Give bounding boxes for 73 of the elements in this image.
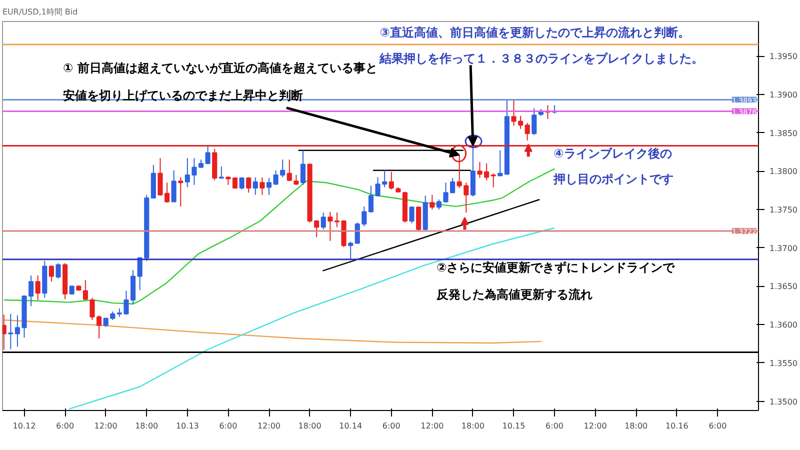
candlestick [82,280,88,301]
y-tick-label: 1.3900 [770,90,798,100]
y-tick-label: 1.3650 [770,282,798,292]
annotation: 結果押しを作って１．３８３のラインをブレイクしました。 [378,51,704,66]
annotation: ① 前日高値は超えていないが直近の高値を超えている事と [62,61,378,76]
x-tick-label: 10.16 [665,422,688,430]
x-tick-label: 18:00 [624,422,648,430]
candlestick [8,313,14,350]
x-tick-label: 18:00 [135,422,158,430]
candlestick [314,220,320,238]
candlestick [273,170,278,186]
candlestick [490,172,496,188]
candlestick [388,171,394,190]
candlestick [14,314,20,348]
x-tick-label: 6:00 [56,422,74,430]
y-tick-label: 1.3600 [770,320,798,330]
candlestick [218,166,224,180]
candlestick [498,150,503,176]
x-tick-label: 12:00 [94,422,118,430]
candlestick [300,150,306,186]
candlestick [368,185,374,214]
candlestick [35,274,40,301]
annotation: ②さらに安値更新できずにトレンドラインで [436,260,676,274]
candlestick [103,317,108,328]
candlestick [320,212,326,230]
candlestick [348,241,354,260]
annotation: 安値を切り上げているのでまだ上昇中と判断 [62,88,303,102]
x-tick-label: 6:00 [219,422,238,430]
candlestick [362,206,367,227]
y-tick-label: 1.3500 [770,397,798,406]
candlestick [409,206,414,224]
x-tick-label: 12:00 [420,422,444,430]
candlestick [239,176,244,190]
candlestick [246,176,252,194]
x-tick-label: 6:00 [382,422,400,430]
annotation: 押し目のポイントです [552,172,674,186]
y-tick-label: 1.3550 [770,358,798,368]
candlestick [286,159,292,182]
annotation: 反発した為高値更新する流れ [435,288,592,302]
candlestick [171,170,176,202]
x-tick-label: 10.14 [339,422,362,430]
candlestick [205,145,210,165]
x-tick-label: 12:00 [257,422,281,430]
chart-title: EUR/USD,1時間 Bid [2,8,78,16]
annotation: ③直近高値、前日高値を更新したので上昇の流れと判断。 [380,25,690,40]
x-tick-label: 10.12 [12,422,36,430]
candlestick [354,222,360,244]
y-tick-label: 1.3850 [770,128,798,138]
x-tick-label: 18:00 [298,422,322,430]
y-tick-label: 1.3750 [770,205,798,214]
candlestick [328,211,333,242]
x-tick-label: 6:00 [708,422,727,430]
candlestick [532,108,537,136]
candlestick [178,176,184,207]
y-tick-label: 1.3800 [770,167,798,176]
candlestick [524,122,530,141]
x-tick-label: 10.15 [502,422,526,430]
candlestick [266,178,272,196]
candlestick [56,262,61,280]
x-tick-label: 18:00 [461,422,484,430]
candlestick [48,264,54,282]
candlestick [2,314,6,350]
x-tick-label: 10.13 [176,422,199,430]
annotation: ④ラインブレイク後の [554,146,672,160]
x-tick-label: 12:00 [584,422,607,430]
candlestick [430,194,435,210]
y-tick-label: 1.3700 [770,244,798,253]
candlestick [252,176,258,196]
candlestick [260,176,265,196]
x-tick-label: 6:00 [546,422,564,430]
candlestick [294,174,299,186]
y-tick-label: 1.3950 [770,52,798,62]
candlestick [280,159,286,178]
